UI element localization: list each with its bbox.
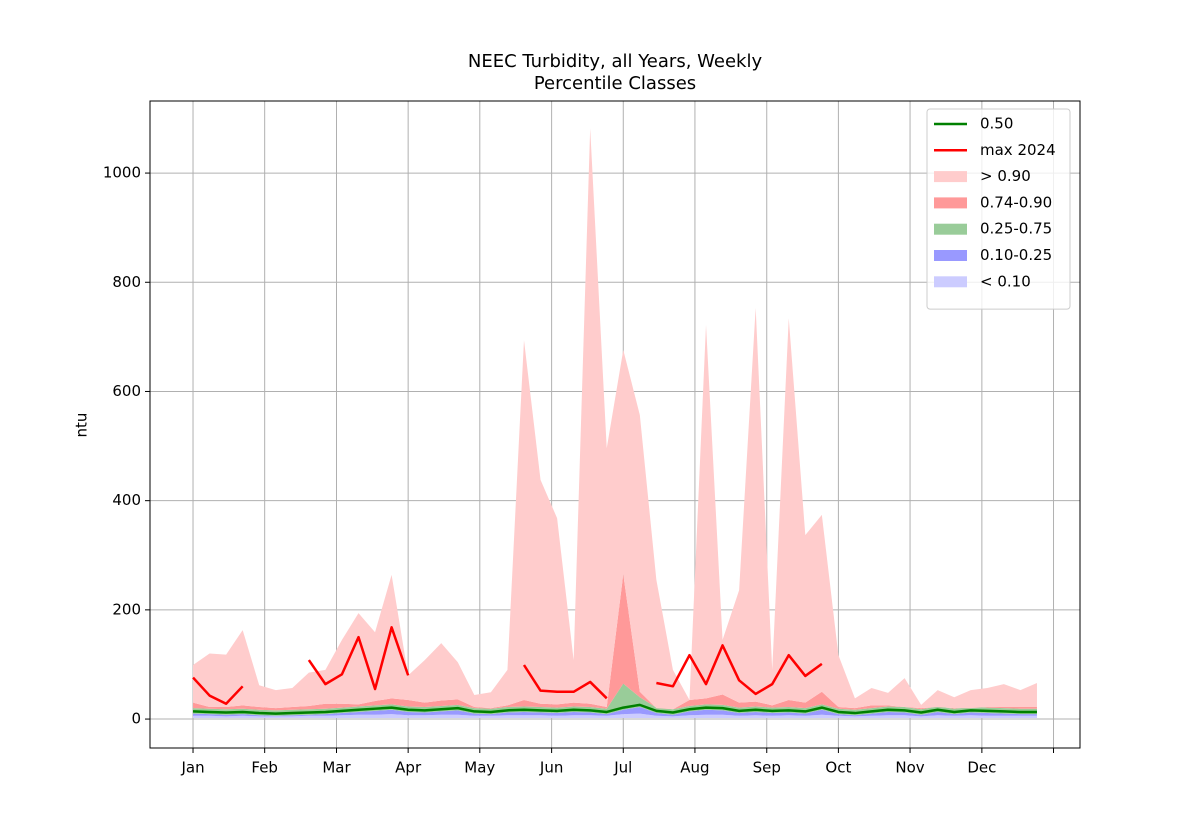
- legend-label: 0.74-0.90: [980, 193, 1052, 211]
- legend-label: 0.25-0.75: [980, 220, 1052, 238]
- legend-label: 0.10-0.25: [980, 246, 1052, 264]
- axes-frame: [149, 100, 1081, 749]
- legend-swatch: [934, 250, 967, 261]
- x-tick-label: Oct: [825, 759, 851, 777]
- x-tick-label: Mar: [322, 759, 351, 777]
- y-tick-label: 800: [112, 273, 141, 291]
- series-line: [192, 703, 1037, 715]
- legend-label: > 0.90: [980, 167, 1031, 185]
- y-axis-label: ntu: [73, 413, 91, 438]
- percentile-band: [193, 128, 1037, 710]
- x-tick-label: Feb: [251, 759, 278, 777]
- x-tick-label: Jun: [539, 759, 563, 777]
- x-tick-label: Jul: [613, 759, 632, 777]
- y-tick-label: 400: [112, 491, 141, 509]
- y-tick-label: 0: [131, 710, 141, 728]
- percentile-band: [193, 707, 1037, 717]
- x-tick-label: Nov: [895, 759, 924, 777]
- legend-swatch: [934, 171, 967, 183]
- legend-swatch: [934, 197, 967, 209]
- x-tick-label: Sep: [753, 759, 781, 777]
- x-tick-label: Aug: [680, 759, 709, 777]
- y-tick-label: 1000: [103, 164, 141, 182]
- legend-label: max 2024: [980, 141, 1056, 159]
- chart-title: NEEC Turbidity, all Years, Weekly: [468, 51, 763, 72]
- legend-swatch: [934, 276, 967, 288]
- percentile-band: [193, 574, 1037, 711]
- y-tick-label: 600: [112, 382, 141, 400]
- y-tick-label: 200: [112, 600, 141, 618]
- x-tick-label: Dec: [967, 759, 996, 777]
- chart-subtitle: Percentile Classes: [534, 73, 696, 94]
- legend-label: 0.50: [980, 115, 1013, 133]
- x-tick-label: Jan: [180, 759, 204, 777]
- legend-swatch: [934, 223, 967, 235]
- x-tick-label: May: [464, 759, 495, 777]
- percentile-band: [193, 713, 1037, 718]
- x-tick-label: Apr: [395, 759, 422, 777]
- series-line: [192, 626, 823, 706]
- legend-label: < 0.10: [980, 272, 1031, 290]
- legend: 0.50 max 2024 > 0.90 0.74-0.90 0.25-0.75 0.10…: [926, 108, 1071, 310]
